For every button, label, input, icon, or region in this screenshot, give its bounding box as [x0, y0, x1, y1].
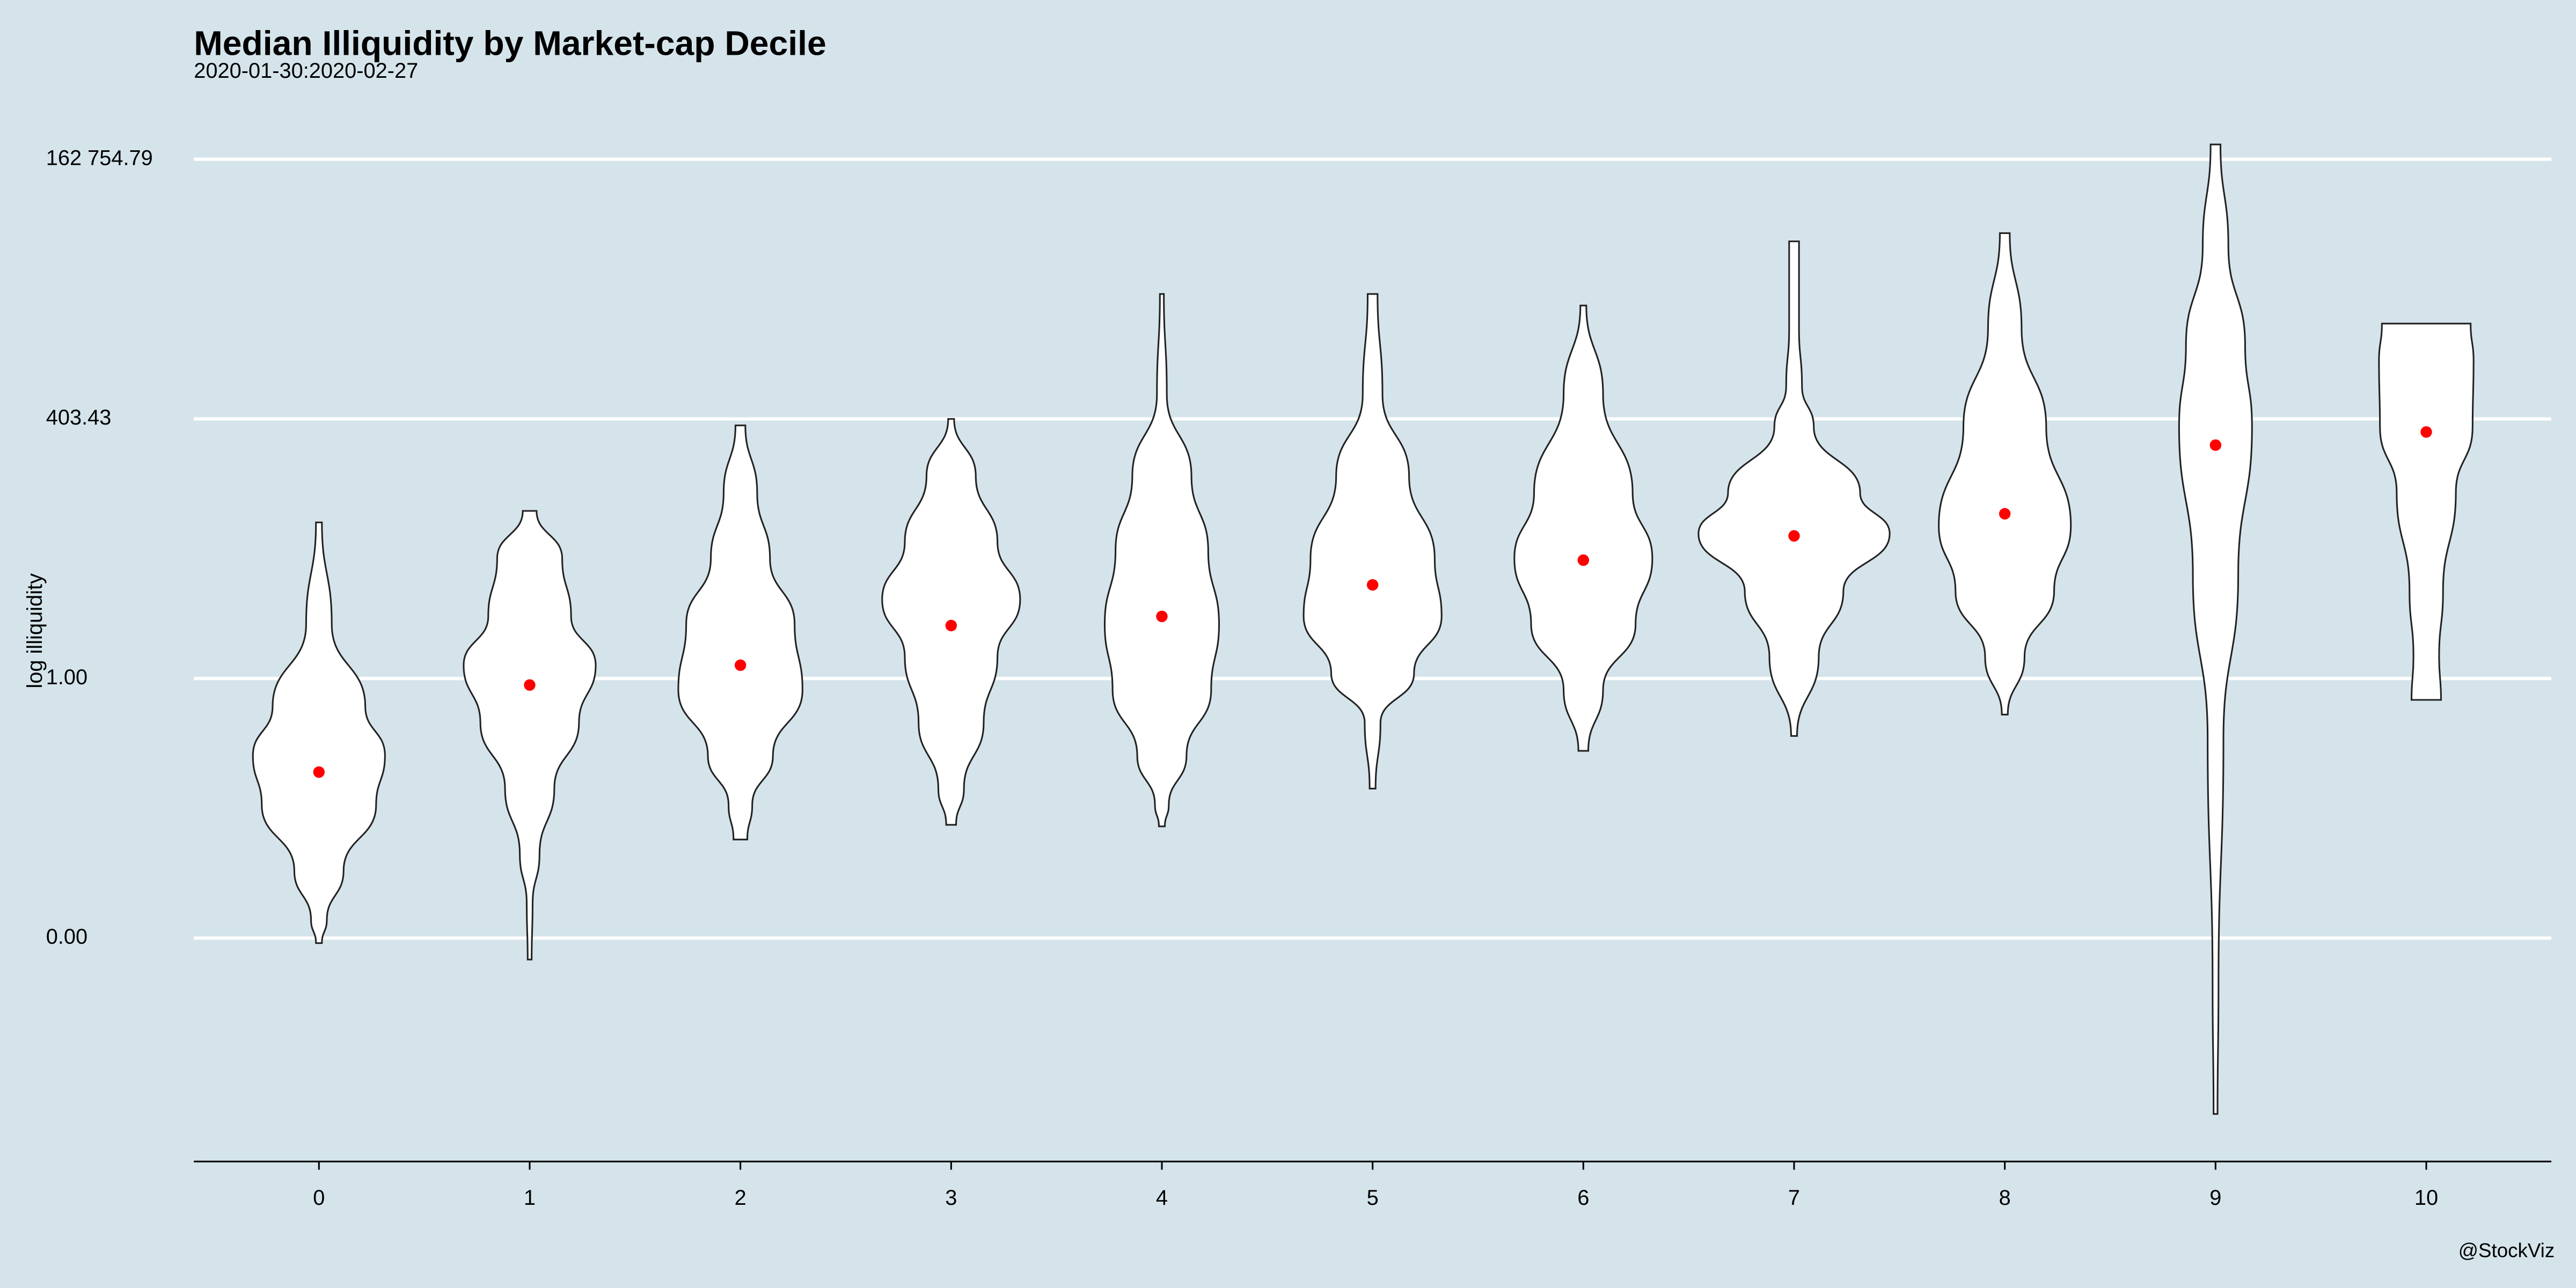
violin [252, 521, 386, 944]
x-tick-label: 7 [1788, 1186, 1800, 1210]
chart-title: Median Illiquidity by Market-cap Decile [194, 24, 826, 63]
violin [2378, 323, 2475, 701]
y-tick-label: 403.43 [46, 406, 112, 429]
median-point [734, 659, 747, 671]
x-tick-label: 5 [1367, 1186, 1379, 1210]
median-point [1577, 554, 1590, 566]
x-tick-label: 4 [1156, 1186, 1168, 1210]
y-tick-label: 162 754.79 [46, 146, 153, 170]
violin [2178, 143, 2253, 1115]
chart-subtitle: 2020-01-30:2020-02-27 [194, 59, 418, 83]
x-tick-label: 0 [313, 1186, 325, 1210]
violin [1302, 293, 1443, 789]
median-point [1999, 508, 2011, 520]
median-point [1366, 579, 1379, 591]
x-tick-label: 9 [2209, 1186, 2221, 1210]
violin [1103, 293, 1220, 828]
y-tick-label: 0.00 [46, 925, 87, 949]
median-point [2420, 426, 2432, 438]
y-tick-label: 1.00 [46, 665, 87, 689]
median-point [524, 679, 536, 691]
x-tick-label: 6 [1577, 1186, 1589, 1210]
x-tick-label: 8 [1999, 1186, 2011, 1210]
median-point [945, 619, 957, 632]
violin [1938, 232, 2072, 716]
violin [677, 425, 803, 840]
x-tick-label: 1 [524, 1186, 536, 1210]
median-point [2209, 439, 2222, 451]
x-tick-label: 2 [735, 1186, 747, 1210]
median-point [313, 766, 325, 778]
median-point [1156, 610, 1168, 623]
violin [463, 510, 597, 961]
x-tick-label: 3 [945, 1186, 957, 1210]
violin [1697, 240, 1891, 737]
y-axis-label: log illiquidity [23, 573, 47, 689]
median-point [1788, 530, 1800, 542]
x-tick-label: 10 [2414, 1186, 2438, 1210]
violin [1513, 304, 1653, 752]
caption: @StockViz [2458, 1239, 2555, 1261]
